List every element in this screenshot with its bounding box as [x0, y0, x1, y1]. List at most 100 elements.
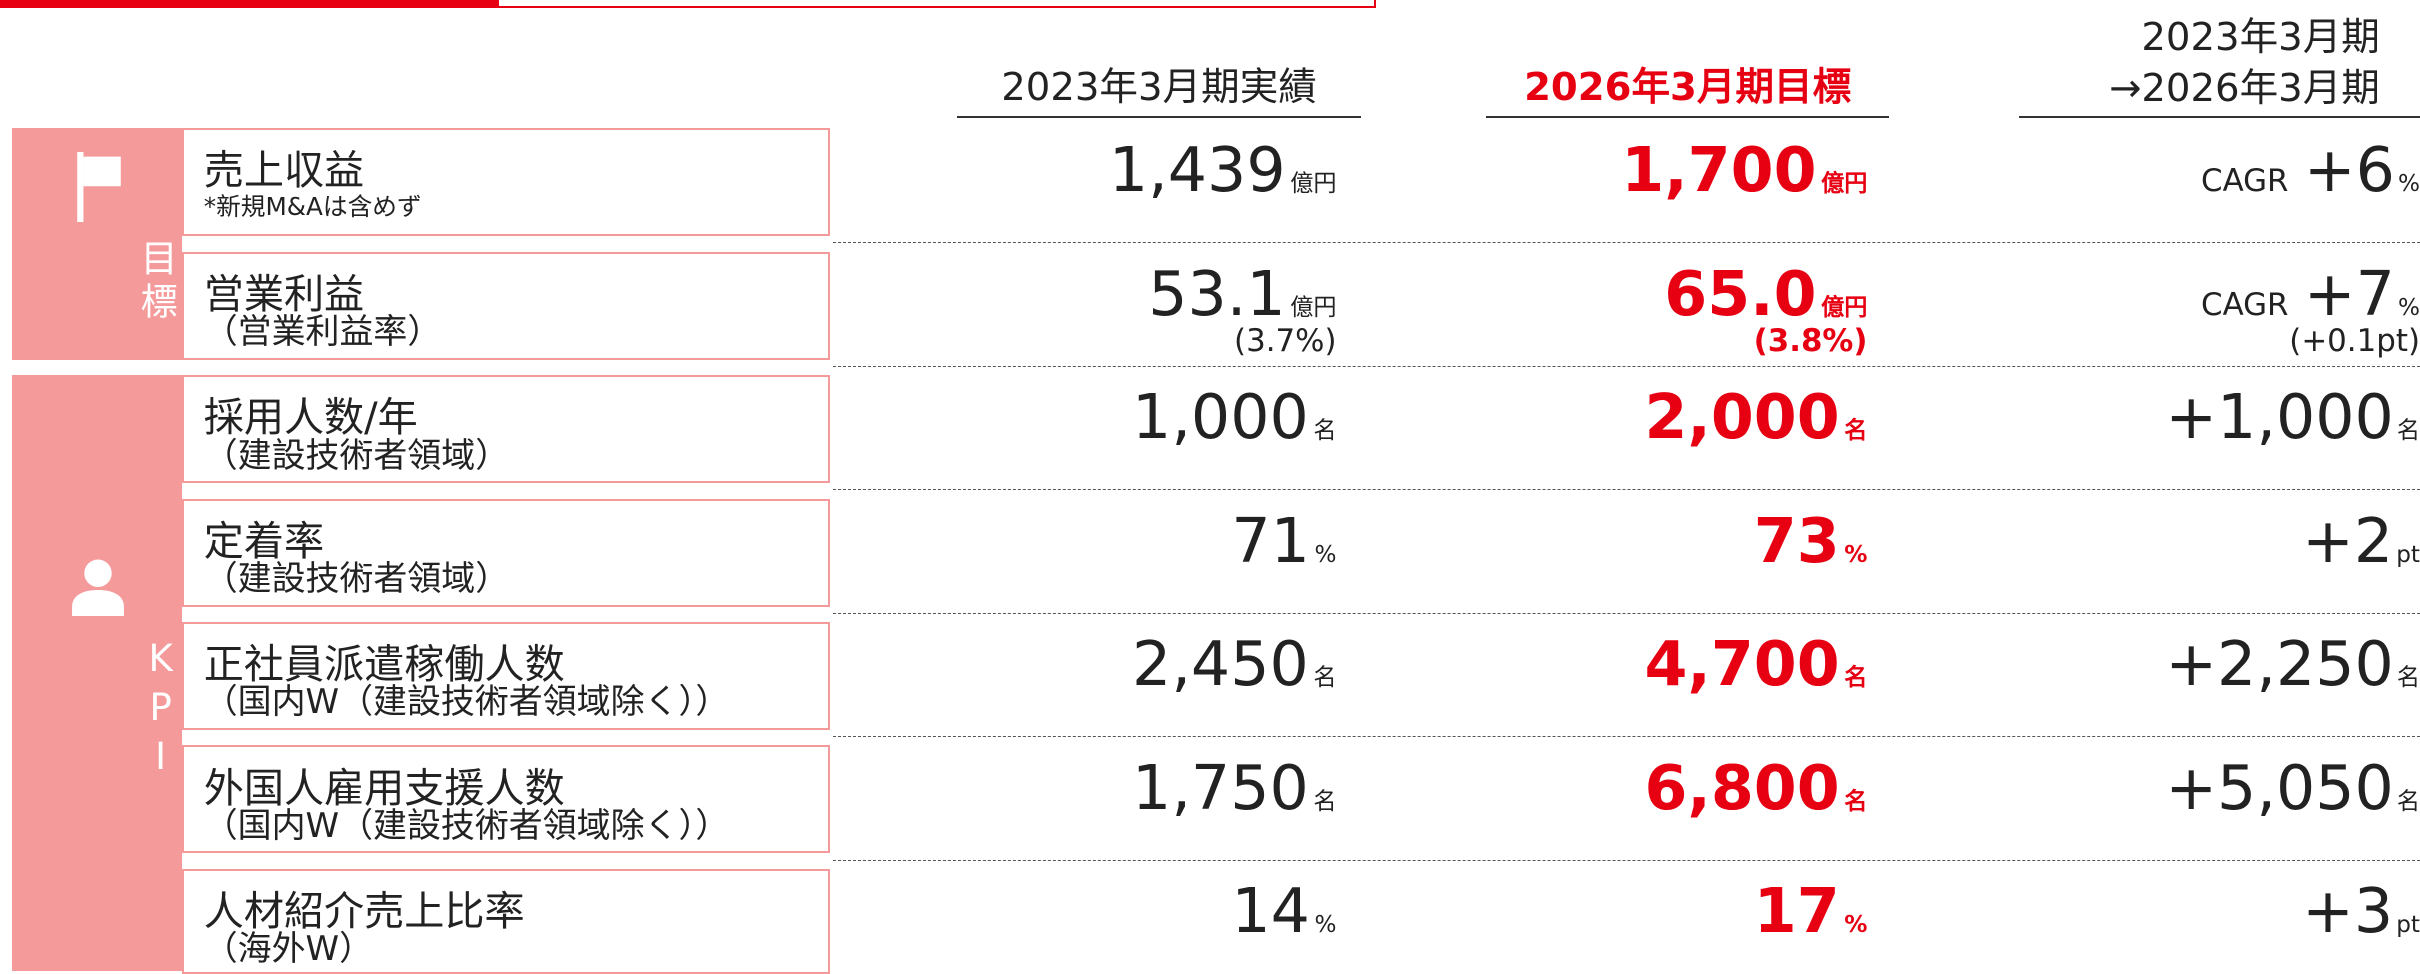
unit: 名: [1313, 418, 1337, 445]
row-label-box: [182, 128, 831, 237]
value-actual: 1,000 名: [874, 381, 1337, 454]
value-change: +2 pt: [1803, 505, 2420, 577]
group-band: [12, 375, 183, 971]
number: +6: [2303, 134, 2395, 207]
number: 2,000: [1644, 381, 1840, 454]
number: 1,700: [1621, 134, 1817, 207]
row-note: *新規M&Aは含めず: [203, 191, 422, 221]
unit: 名: [1844, 418, 1868, 445]
value-actual: 1,439 億円: [874, 134, 1337, 206]
row-label-box: [182, 621, 831, 730]
row-label-box: [182, 745, 831, 854]
number: 6,800: [1644, 751, 1840, 824]
number: +1,000: [2165, 381, 2394, 454]
group-label: KPI: [139, 637, 183, 785]
value-target: 6,800 名: [1404, 752, 1867, 824]
group-label: 目標: [134, 239, 178, 326]
unit: 名: [1844, 665, 1868, 692]
row-separator: [833, 365, 2420, 367]
number: +5,050: [2165, 751, 2394, 824]
row-note: （建設技術者領域）: [203, 558, 510, 599]
tab-outline: [496, 0, 1377, 9]
value-target: 17%: [1404, 875, 1868, 948]
unit: 億円: [1290, 171, 1337, 198]
number: 73: [1753, 504, 1840, 577]
flag-icon: [77, 152, 121, 222]
unit: 億円: [1290, 294, 1337, 321]
unit: 名: [2396, 788, 2420, 815]
sub-change: (+0.1pt): [2289, 322, 2420, 359]
row-label: 人材紹介売上比率: [203, 889, 525, 936]
unit: %: [2397, 171, 2420, 198]
unit: 名: [1313, 788, 1337, 815]
value-actual: 1,750 名: [874, 751, 1337, 824]
number: 1,000: [1132, 381, 1309, 454]
row-label: 売上収益: [203, 148, 365, 195]
value-target: 4,700 名: [1404, 628, 1867, 700]
unit: 億円: [1821, 171, 1868, 198]
unit: 億円: [1821, 294, 1868, 321]
row-label-box: [182, 251, 831, 360]
number: 17: [1753, 875, 1840, 948]
header-change-1: 2023年3月期: [2141, 15, 2380, 61]
header-actual: 2023年3月期実績: [1001, 64, 1317, 110]
row-label-box: [182, 375, 831, 484]
row-separator: [833, 489, 2420, 491]
prefix: CAGR: [2201, 286, 2289, 323]
prefix: CAGR: [2201, 163, 2289, 200]
row-separator: [833, 612, 2420, 614]
number: 2,450: [1132, 628, 1309, 701]
value-target: 1,700 億円: [1404, 134, 1867, 206]
number: 65.0: [1664, 257, 1817, 330]
value-actual: 14%: [874, 875, 1337, 948]
unit: pt: [2396, 541, 2420, 568]
unit: %: [1844, 912, 1868, 939]
unit: %: [2397, 294, 2420, 321]
unit: %: [1844, 541, 1868, 568]
row-label: 外国人雇用支援人数: [203, 765, 565, 812]
value-change: +1,000 名: [1803, 381, 2420, 453]
value-change: CAGR +6%: [1803, 134, 2420, 206]
value-change: +2,250 名: [1803, 628, 2420, 700]
unit: pt: [2396, 912, 2420, 939]
value-change: CAGR +7%: [1803, 258, 2420, 330]
number: 71: [1231, 504, 1310, 577]
number: +7: [2303, 257, 2395, 330]
number: 14: [1231, 875, 1310, 948]
row-label-box: [182, 868, 831, 974]
value-change: +5,050 名: [1803, 752, 2420, 824]
value-change: +3 pt: [1803, 875, 2420, 947]
value-target: 65.0 億円: [1404, 258, 1867, 330]
value-target: 2,000 名: [1404, 381, 1867, 453]
number: 1,439: [1108, 134, 1286, 207]
value-actual: 2,450 名: [874, 628, 1336, 701]
row-separator: [833, 859, 2420, 861]
unit: 名: [2396, 418, 2420, 445]
row-note: （建設技術者領域）: [203, 435, 510, 476]
row-label: 定着率: [203, 518, 325, 565]
number: +3: [2302, 875, 2394, 948]
row-label: 採用人数/年: [203, 395, 418, 442]
value-actual: 71%: [874, 504, 1337, 577]
sub-actual: (3.7%): [1234, 322, 1337, 359]
unit: %: [1314, 541, 1337, 568]
row-note: （国内W（建設技術者領域除く））: [203, 805, 730, 846]
row-separator: [833, 242, 2420, 244]
number: +2: [2302, 504, 2394, 577]
row-separator: [833, 736, 2420, 738]
header-underline: [1486, 115, 1890, 119]
unit: 名: [2396, 665, 2420, 692]
number: 1,750: [1132, 751, 1309, 824]
row-label: 正社員派遣稼働人数: [203, 642, 565, 689]
tab-fill: [0, 0, 497, 8]
value-actual: 53.1 億円: [874, 258, 1337, 330]
header-change-2: →2026年3月期: [2109, 66, 2380, 112]
unit: %: [1314, 912, 1337, 939]
row-label: 営業利益: [203, 271, 365, 318]
header-underline: [956, 115, 1362, 119]
unit: 名: [1844, 788, 1868, 815]
row-note: （国内W（建設技術者領域除く））: [203, 682, 730, 723]
value-target: 73%: [1404, 504, 1868, 577]
header-underline: [2018, 115, 2420, 119]
